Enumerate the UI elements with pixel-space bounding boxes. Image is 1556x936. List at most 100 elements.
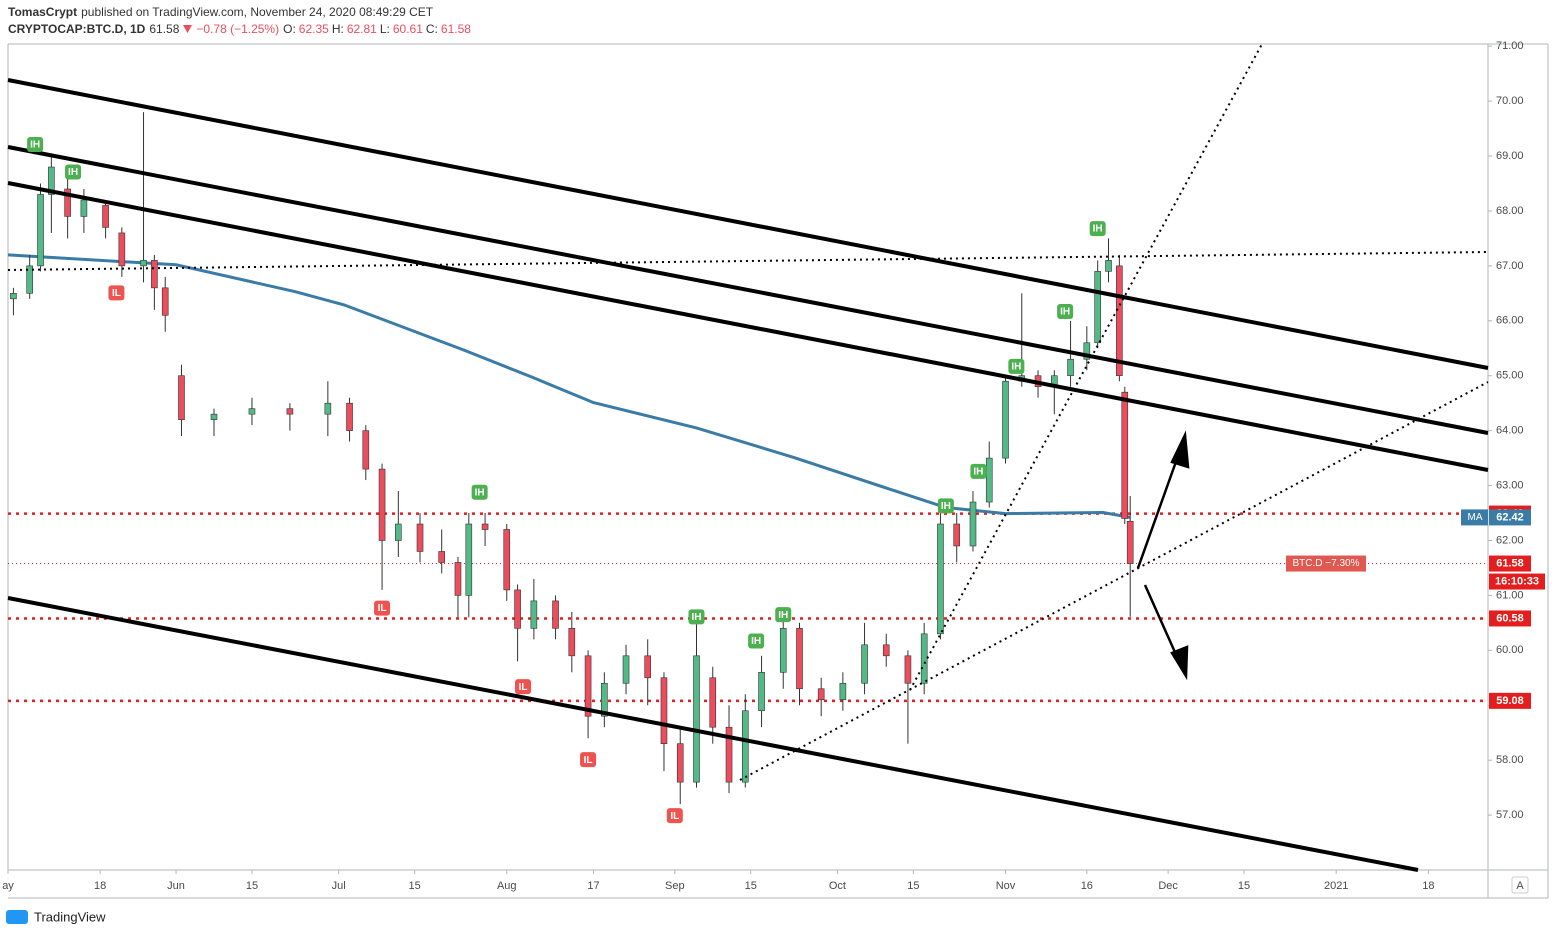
trend-line	[7, 145, 1489, 435]
candle-body	[481, 523, 489, 530]
x-tick-label: 15	[246, 880, 258, 892]
ohlc-value: 62.81	[346, 22, 377, 36]
candle-body	[1094, 271, 1101, 344]
pattern-box	[65, 164, 82, 180]
candle-body	[346, 402, 353, 431]
candle-body	[725, 726, 733, 783]
candle-body	[1105, 260, 1112, 272]
pattern-label: IH	[1011, 362, 1021, 373]
candle-body	[64, 188, 71, 217]
candle-body	[151, 260, 158, 289]
y-tick-label: 60.00	[1496, 644, 1524, 656]
channel-lines	[7, 78, 1489, 872]
y-tick-label: 71.00	[1496, 40, 1524, 52]
candle-body	[1083, 342, 1091, 360]
level-box	[1489, 610, 1531, 627]
scale-button[interactable]: A	[1516, 880, 1524, 892]
pattern-box	[688, 609, 705, 625]
candle-body	[80, 199, 88, 217]
pattern-box	[970, 463, 987, 479]
candle-body	[839, 682, 847, 701]
countdown: 16:10:33	[1495, 575, 1539, 587]
pattern-label: IH	[941, 501, 951, 512]
candle-body	[622, 655, 630, 684]
x-tick-label: Sep	[665, 880, 685, 892]
ohlc: O: 62.35 H: 62.81 L: 60.61 C: 61.58	[283, 22, 471, 36]
level-label: 60.58	[1496, 612, 1524, 624]
candle-body	[161, 287, 169, 316]
pattern-box	[471, 484, 488, 500]
candle-body	[552, 600, 559, 629]
candle-body	[953, 523, 961, 547]
arrow-head	[1170, 430, 1190, 469]
arrow-head	[1170, 645, 1189, 681]
ohlc-value: 60.61	[392, 22, 423, 36]
candle-body	[741, 710, 749, 783]
candle-body	[660, 677, 668, 744]
y-tick-label: 70.00	[1496, 95, 1524, 107]
pattern-label: IH	[1093, 224, 1103, 235]
trend-line	[7, 596, 1419, 872]
y-tick-label: 63.00	[1496, 479, 1524, 491]
y-tick-label: 67.00	[1496, 260, 1524, 272]
pattern-box	[108, 285, 125, 301]
candle-body	[48, 166, 55, 195]
x-tick-label: 2021	[1324, 880, 1348, 892]
candle-body	[817, 688, 825, 701]
change-label: BTC.D −7.30%	[1293, 558, 1360, 569]
ohlc-label: H:	[331, 22, 344, 36]
candle-body	[503, 529, 511, 591]
candle-body	[1121, 391, 1129, 519]
candle-body	[882, 644, 890, 657]
y-tick-label: 64.00	[1496, 425, 1524, 437]
overlay: 57.0058.0059.0060.0061.0062.0063.0064.00…	[2, 40, 1545, 892]
x-tick-label: Jul	[332, 880, 346, 892]
candle-body	[920, 633, 928, 684]
candle-body	[178, 375, 185, 420]
pattern-label: IH	[1060, 307, 1070, 318]
x-tick-label: 15	[907, 880, 919, 892]
ohlc-label: L:	[379, 22, 390, 36]
candle-body	[26, 265, 33, 294]
pattern-label: IL	[670, 811, 679, 822]
scale-button-box[interactable]	[1511, 876, 1529, 894]
candle-body	[37, 194, 44, 267]
y-tick-label: 69.00	[1496, 150, 1524, 162]
pattern-box	[748, 633, 765, 649]
x-tick-label: 17	[587, 880, 599, 892]
pattern-label: IL	[519, 682, 528, 693]
candle-body	[454, 562, 462, 596]
y-tick-label: 65.00	[1496, 370, 1524, 382]
pattern-box	[374, 600, 391, 616]
candle-body	[210, 413, 218, 420]
down-icon	[183, 25, 193, 33]
x-tick-label: 18	[94, 880, 106, 892]
candle-body	[416, 523, 424, 552]
ma-tag-box	[1461, 509, 1488, 526]
pattern-box	[515, 679, 532, 695]
price-label: 61.58	[1496, 557, 1524, 569]
arrows	[1136, 430, 1190, 681]
pattern-label: IL	[584, 755, 593, 766]
candle-body	[1067, 358, 1074, 377]
candle-body	[118, 232, 126, 267]
level-label: 59.08	[1496, 695, 1524, 707]
candle-body	[796, 628, 803, 690]
dotted-lines	[7, 43, 1489, 781]
ma-tag: MA	[1468, 512, 1483, 523]
x-tick-label: Dec	[1158, 880, 1178, 892]
candle-body	[601, 682, 608, 717]
dotted-line	[7, 251, 1489, 271]
candle-body	[1126, 520, 1134, 564]
pattern-box	[1008, 358, 1025, 374]
x-tick-label: ay	[2, 880, 14, 892]
pattern-box	[1089, 221, 1106, 237]
logo	[6, 910, 28, 924]
ohlc-label: O:	[283, 22, 296, 36]
x-tick-label: Aug	[497, 880, 517, 892]
candle-body	[985, 457, 993, 503]
